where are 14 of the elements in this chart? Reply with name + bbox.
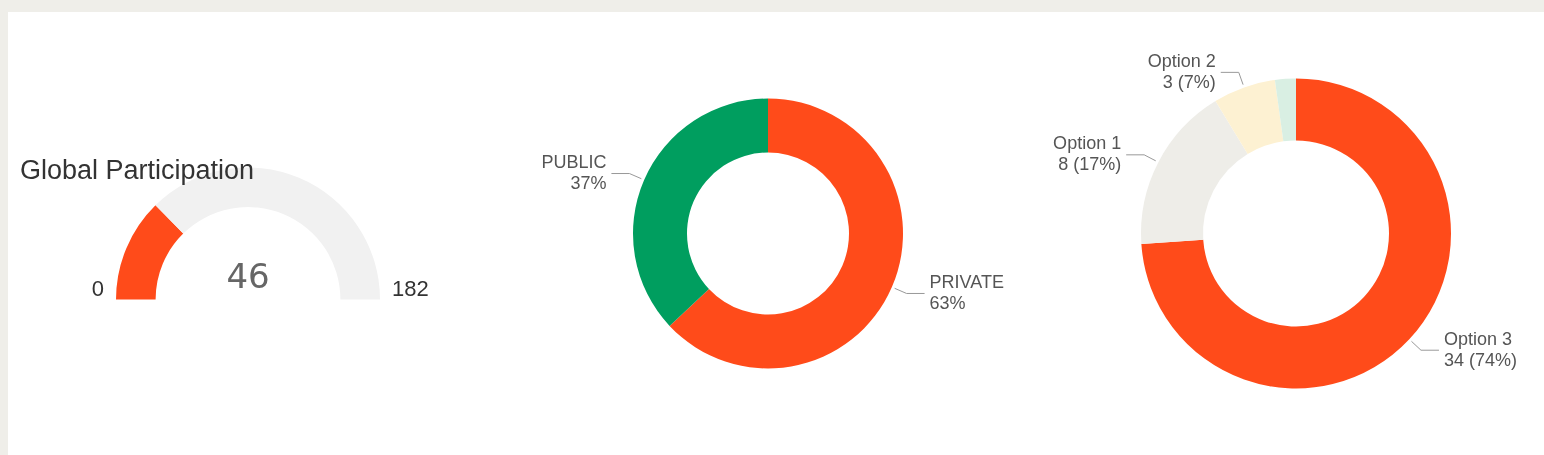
text: 0 xyxy=(91,275,104,301)
slice-label: PRIVATE xyxy=(929,271,1004,292)
data-label: 46 xyxy=(226,256,270,297)
slice-label: Option 1 xyxy=(1053,133,1122,154)
data-label: 63% xyxy=(929,292,966,313)
data-label: 34 (74%) xyxy=(1443,349,1518,370)
slice-label: PUBLIC xyxy=(541,152,607,172)
slice-label: Option 3 xyxy=(1443,328,1513,349)
data-label: 37% xyxy=(570,173,607,193)
text: 182 xyxy=(392,275,429,301)
text: Global Participation xyxy=(20,155,255,186)
data-label: 3 (7%) xyxy=(1162,71,1216,92)
data-label: 8 (17%) xyxy=(1058,154,1122,175)
slice-label: Option 2 xyxy=(1147,50,1216,71)
